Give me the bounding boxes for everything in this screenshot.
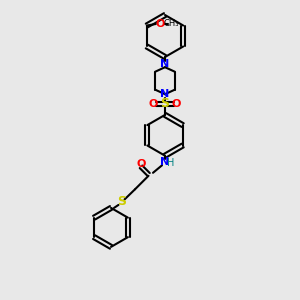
Text: N: N	[160, 157, 169, 167]
Text: S: S	[160, 97, 169, 110]
Text: O: O	[156, 19, 165, 29]
Text: N: N	[160, 89, 169, 99]
Text: CH₃: CH₃	[164, 20, 179, 28]
Text: N: N	[160, 58, 169, 69]
Text: O: O	[172, 99, 181, 109]
Text: O: O	[136, 159, 146, 170]
Text: H: H	[167, 158, 175, 168]
Text: S: S	[117, 195, 126, 208]
Text: O: O	[149, 99, 158, 109]
